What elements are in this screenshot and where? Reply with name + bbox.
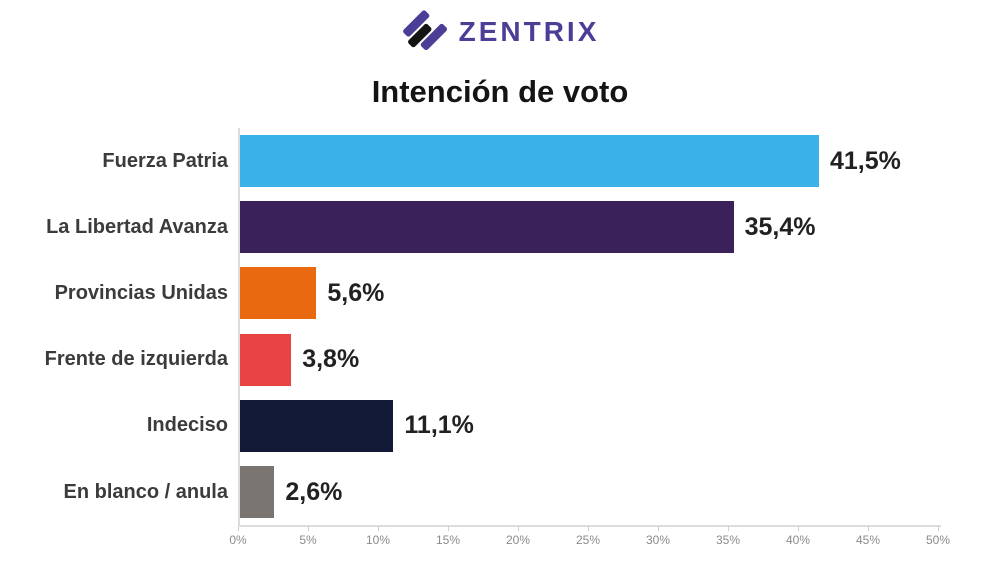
- x-tick-mark: [448, 526, 449, 531]
- value-label: 5,6%: [327, 278, 385, 307]
- x-tick-mark: [868, 526, 869, 531]
- x-axis-line: [238, 525, 941, 527]
- bar-row: En blanco / anula 2,6%: [0, 459, 1000, 525]
- x-tick-label: 0%: [229, 533, 247, 547]
- bar-en-blanco-anula: [238, 466, 275, 519]
- category-label: Frente de izquierda: [44, 348, 228, 371]
- zentrix-stripes-icon: [401, 9, 447, 55]
- bar-zone: 5,6%: [238, 260, 1000, 326]
- value-label: 11,1%: [404, 411, 474, 440]
- x-tick-mark: [238, 526, 239, 531]
- x-tick-label: 20%: [505, 533, 531, 547]
- brand-logo: ZENTRIX: [0, 8, 1000, 56]
- x-tick-label: 5%: [299, 533, 317, 547]
- x-tick-mark: [938, 526, 939, 531]
- bar-zone: 41,5%: [238, 128, 1000, 194]
- bar-indeciso: [238, 399, 394, 452]
- x-tick-label: 45%: [855, 533, 881, 547]
- x-tick-label: 25%: [575, 533, 601, 547]
- x-tick-mark: [798, 526, 799, 531]
- bar-zone: 11,1%: [238, 393, 1000, 459]
- category-label: En blanco / anula: [63, 480, 228, 503]
- bar-row: Fuerza Patria 41,5%: [0, 128, 1000, 194]
- category-label: Indeciso: [146, 414, 228, 437]
- x-tick-mark: [728, 526, 729, 531]
- y-axis-line: [238, 128, 240, 525]
- value-label: 35,4%: [744, 212, 816, 241]
- bar-row: Frente de izquierda 3,8%: [0, 327, 1000, 393]
- x-tick-label: 15%: [435, 533, 461, 547]
- x-tick-mark: [518, 526, 519, 531]
- x-tick-label: 10%: [365, 533, 391, 547]
- category-label: Fuerza Patria: [102, 149, 228, 172]
- value-label: 2,6%: [285, 477, 343, 506]
- bar-provincias-unidas: [238, 267, 317, 320]
- bar-row: Indeciso 11,1%: [0, 393, 1000, 459]
- bar-zone: 2,6%: [238, 459, 1000, 525]
- chart-title: Intención de voto: [371, 74, 629, 109]
- bar-row: Provincias Unidas 5,6%: [0, 260, 1000, 326]
- bar-row: La Libertad Avanza 35,4%: [0, 194, 1000, 260]
- bar-zone: 35,4%: [238, 194, 1000, 260]
- x-tick-mark: [308, 526, 309, 531]
- bar-zone: 3,8%: [238, 327, 1000, 393]
- x-tick-mark: [588, 526, 589, 531]
- bar-fuerza-patria: [238, 135, 819, 188]
- value-label: 3,8%: [302, 345, 360, 374]
- bar-plot-area: Fuerza Patria 41,5% La Libertad Avanza 35,4…: [0, 128, 1000, 525]
- x-tick-label: 50%: [925, 533, 951, 547]
- x-tick-mark: [658, 526, 659, 531]
- brand-name: ZENTRIX: [458, 16, 600, 47]
- x-tick-label: 40%: [785, 533, 811, 547]
- bar-la-libertad-avanza: [238, 201, 734, 254]
- value-label: 41,5%: [830, 146, 901, 175]
- x-tick-mark: [378, 526, 379, 531]
- x-tick-label: 35%: [715, 533, 741, 547]
- bar-frente-de-izquierda: [238, 333, 292, 386]
- category-label: La Libertad Avanza: [46, 215, 228, 238]
- x-tick-label: 30%: [645, 533, 671, 547]
- category-label: Provincias Unidas: [54, 281, 228, 304]
